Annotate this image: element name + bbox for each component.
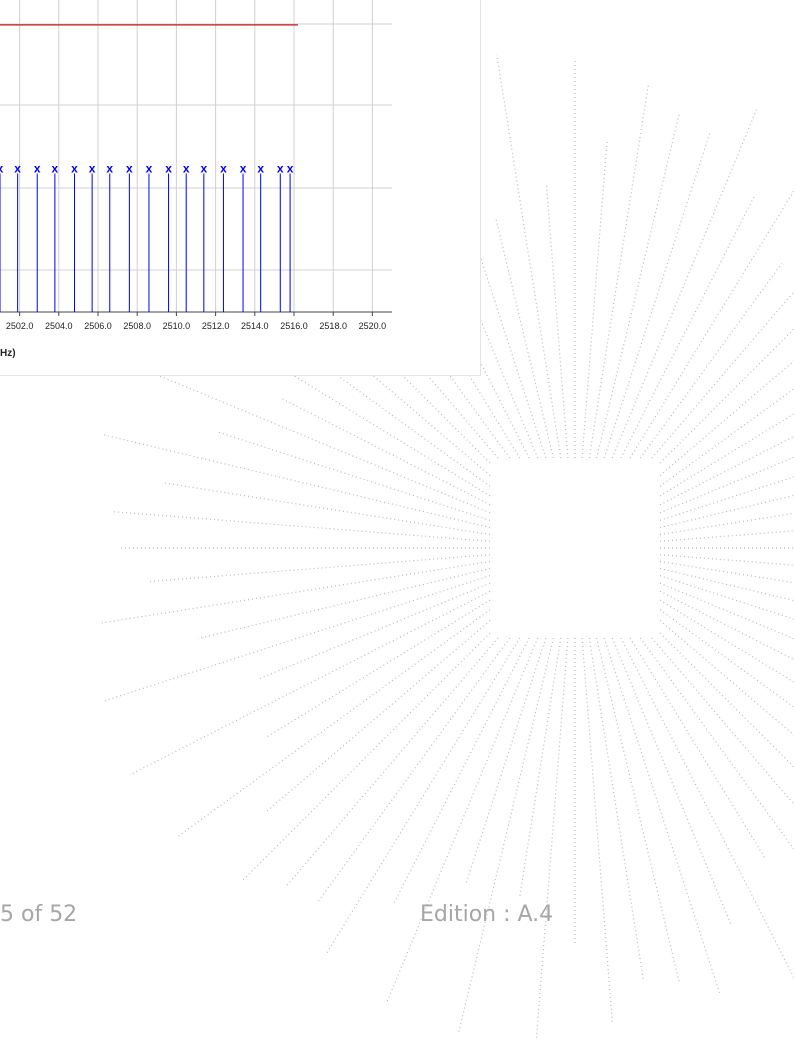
stem-marker: x [146,161,153,175]
burst-ray [629,637,767,860]
burst-ray [457,637,554,1035]
burst-ray [101,433,491,529]
page-number: 5 of 52 [0,902,78,927]
burst-ray [279,397,491,506]
burst-ray [264,620,491,814]
burst-ray [385,637,539,1005]
burst-ray [620,637,794,980]
x-tick-label: 2516.0 [280,321,308,331]
stem-marker: x [183,161,190,175]
burst-ray [218,431,491,521]
burst-ray [659,494,794,529]
burst-ray [129,590,491,776]
burst-ray [659,599,794,683]
burst-ray [596,113,680,459]
x-tick-label: 2502.0 [6,321,34,331]
burst-ray [659,435,794,506]
burst-ray [596,637,680,983]
stem-marker: x [277,161,284,175]
burst-ray [659,620,794,736]
chart: 2502.0 2504.0 2506.0 2508.0 2510.0 2512.0 2514… [0,0,392,359]
burst-ray [317,637,511,903]
stem-marker: x [257,161,264,175]
x-tick-label: 2520.0 [359,321,387,331]
burst-ray [242,632,491,881]
stem-marker: x [165,161,172,175]
stem-marker: x [52,161,59,175]
burst-ray [659,476,794,521]
stem-marker: x [0,161,4,175]
burst-ray [603,637,721,994]
stem-marker: x [71,161,78,175]
burst-ray [659,512,794,536]
burst-ray [629,189,794,459]
burst-ray [659,590,794,661]
stem-marker: x [200,161,207,175]
stem-marker: x [126,161,133,175]
burst-ray [177,609,491,837]
x-tick-label: 2504.0 [45,321,73,331]
x-axis-label: Hz) [0,348,16,359]
burst-ray [393,637,530,904]
burst-ray [588,85,649,459]
x-tick-label: 2506.0 [84,321,112,331]
burst-ray [659,456,794,514]
x-tick-label: 2510.0 [163,321,191,331]
burst-ray [659,328,794,464]
burst-ray [651,290,794,459]
burst-ray [264,599,491,739]
burst-ray [494,216,554,459]
burst-ray [611,637,732,926]
chart-panel: 2502.0 2504.0 2506.0 2508.0 2510.0 2512.0 2514… [0,0,481,376]
burst-ray [659,413,794,497]
burst-ray [581,637,613,1023]
stem-marker: x [34,161,41,175]
x-tick-label: 2508.0 [123,321,151,331]
burst-ray [258,582,491,680]
burst-ray [611,108,758,459]
burst-ray [588,637,644,980]
burst-ray [659,560,794,584]
burst-ray [162,482,491,536]
burst-ray [545,183,569,459]
stem-marker: x [220,161,227,175]
x-tick-label: 2514.0 [241,321,269,331]
burst-ray [147,554,491,583]
x-tick-label: 2518.0 [319,321,347,331]
burst-ray [659,554,794,566]
stem-marker: x [287,161,294,175]
burst-ray [326,637,521,954]
stem-marker: x [240,161,247,175]
burst-ray [639,263,783,459]
burst-ray [465,637,547,885]
burst-ray [519,637,562,897]
burst-ray [535,637,569,1041]
burst-ray [581,139,608,459]
stem-marker: x [14,161,21,175]
x-tick-label: 2512.0 [202,321,230,331]
burst-ray [197,567,491,640]
burst-ray [659,567,794,602]
burst-ray [113,511,491,542]
burst-ray [620,194,756,459]
burst-ray [659,575,794,620]
burst-ray [496,54,562,459]
burst-ray [659,582,794,640]
burst-ray [659,360,794,476]
burst-ray [639,637,794,851]
stem-marker: x [106,161,113,175]
burst-ray [659,388,794,487]
burst-ray [603,132,711,459]
burst-ray [285,637,499,888]
stem-marker: x [89,161,96,175]
edition: Edition : A.4 [420,902,554,927]
burst-ray [659,632,794,768]
burst-ray [102,575,491,702]
burst-ray [651,637,794,806]
burst-ray [100,560,491,624]
